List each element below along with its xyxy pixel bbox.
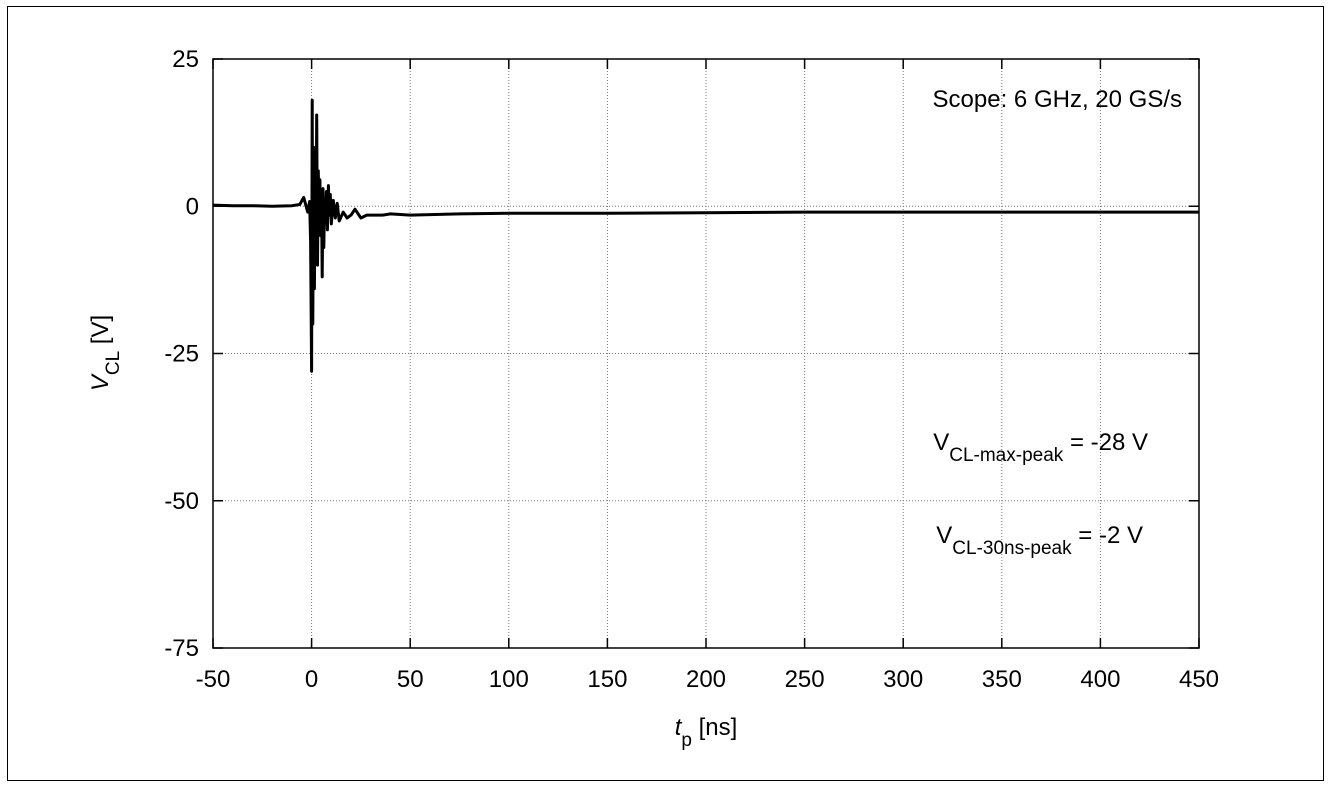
x-tick-label: 50 bbox=[397, 666, 424, 693]
y-tick-label: -50 bbox=[164, 488, 199, 515]
series-layer bbox=[212, 98, 1199, 373]
30ns-peak-sub: CL-30ns-peak bbox=[952, 538, 1072, 559]
x-label-sub: p bbox=[681, 730, 692, 751]
y-tick-label: 0 bbox=[186, 193, 199, 220]
scope-annotation: Scope: 6 GHz, 20 GS/s bbox=[933, 86, 1182, 113]
y-tick-label: 25 bbox=[172, 46, 199, 73]
series-line-0 bbox=[212, 98, 1199, 373]
30ns-peak-annotation: VCL-30ns-peak = -2 V bbox=[936, 522, 1143, 559]
x-tick-label: 350 bbox=[982, 666, 1022, 693]
30ns-peak-value: = -2 V bbox=[1072, 522, 1143, 549]
y-tick-label: -75 bbox=[164, 635, 199, 662]
y-label-space bbox=[87, 344, 114, 351]
x-tick-label: 400 bbox=[1080, 666, 1120, 693]
max-peak-sub: CL-max-peak bbox=[949, 445, 1064, 466]
y-label-unit: [V] bbox=[87, 315, 114, 344]
chart-frame bbox=[7, 6, 1324, 781]
x-tick-label: 150 bbox=[587, 666, 627, 693]
x-label-space bbox=[692, 714, 699, 741]
x-tick-label: 250 bbox=[785, 666, 825, 693]
y-tick-label: -25 bbox=[164, 341, 199, 368]
max-peak-main: V bbox=[933, 429, 949, 456]
x-tick-label: 0 bbox=[305, 666, 318, 693]
x-tick-label: 450 bbox=[1179, 666, 1219, 693]
x-tick-label: 100 bbox=[489, 666, 529, 693]
x-tick-label: -50 bbox=[196, 666, 231, 693]
max-peak-value: = -28 V bbox=[1063, 429, 1148, 456]
grid-lines bbox=[213, 59, 1199, 648]
x-label-unit: [ns] bbox=[699, 714, 738, 741]
y-label-sub: CL bbox=[103, 351, 124, 375]
x-label-main: t bbox=[675, 714, 683, 741]
max-peak-annotation: VCL-max-peak = -28 V bbox=[933, 429, 1148, 466]
30ns-peak-main: V bbox=[936, 522, 952, 549]
y-axis-label: VCL [V] bbox=[87, 315, 124, 391]
tick-layer: -50 0 50 100 150 200 250 300 350 400 450 -75 -50 -25 0… bbox=[164, 46, 1219, 693]
x-tick-label: 200 bbox=[686, 666, 726, 693]
y-label-main: V bbox=[87, 373, 114, 391]
x-tick-label: 300 bbox=[883, 666, 923, 693]
x-axis-label: tp [ns] bbox=[675, 714, 738, 751]
